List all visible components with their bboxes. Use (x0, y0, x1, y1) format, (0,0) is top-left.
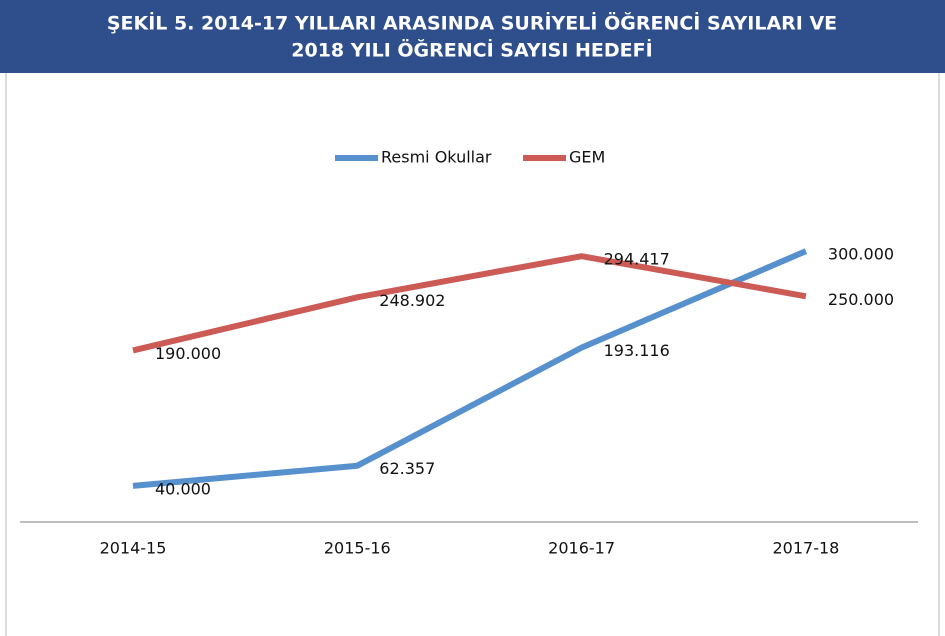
x-tick-label: 2016-17 (548, 539, 615, 558)
data-label: 300.000 (828, 245, 894, 264)
data-label: 40.000 (155, 479, 211, 498)
series-line (132, 253, 807, 354)
data-label: 62.357 (379, 459, 435, 478)
series-line (132, 248, 808, 489)
chart-title: ŞEKİL 5. 2014-17 YILLARI ARASINDA SURİYE… (107, 11, 837, 35)
data-label: 248.902 (379, 291, 445, 310)
x-tick-label: 2015-16 (324, 539, 391, 558)
data-label: 193.116 (604, 341, 670, 360)
chart-title: 2018 YILI ÖĞRENCİ SAYISI HEDEFİ (291, 38, 652, 62)
data-label: 190.000 (155, 344, 221, 363)
title-bar (0, 0, 945, 73)
legend-label: GEM (569, 148, 605, 167)
data-label: 294.417 (604, 250, 670, 269)
x-tick-label: 2014-15 (100, 539, 167, 558)
legend-label: Resmi Okullar (381, 148, 492, 167)
x-tick-label: 2017-18 (772, 539, 839, 558)
data-label: 250.000 (828, 290, 894, 309)
